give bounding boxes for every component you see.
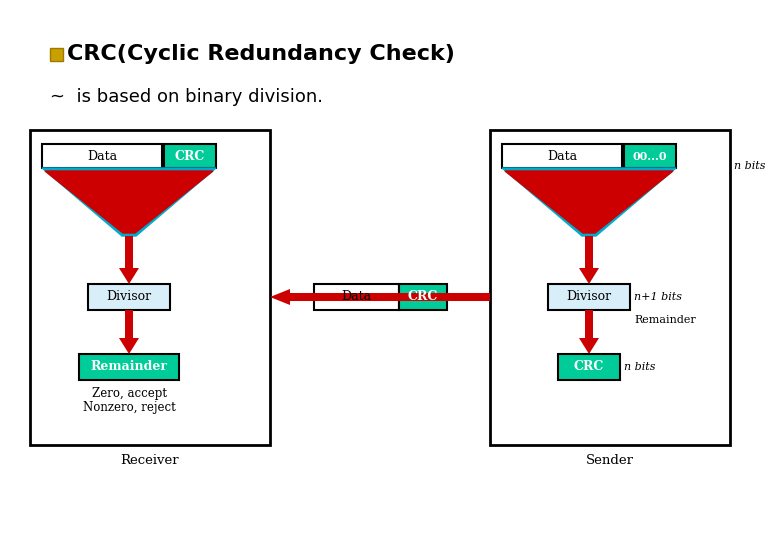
Bar	[314, 284, 399, 310]
Bar	[164, 144, 216, 168]
Bar	[585, 310, 593, 338]
Text: Divisor: Divisor	[106, 291, 151, 303]
Bar	[125, 236, 133, 268]
Bar	[79, 354, 179, 380]
Text: ~  is based on binary division.: ~ is based on binary division.	[50, 88, 323, 106]
Polygon shape	[579, 268, 599, 284]
Bar	[399, 284, 446, 310]
Bar	[490, 130, 730, 445]
Text: Data: Data	[341, 291, 371, 303]
Text: 00...0: 00...0	[633, 151, 667, 161]
Bar	[290, 293, 490, 301]
Bar	[548, 284, 630, 310]
Text: CRC: CRC	[407, 291, 438, 303]
Text: n+1 bits: n+1 bits	[634, 292, 682, 302]
Text: Sender: Sender	[586, 455, 634, 468]
Text: Remainder: Remainder	[90, 361, 168, 374]
Polygon shape	[45, 171, 213, 233]
Bar	[88, 284, 170, 310]
Text: Data: Data	[547, 150, 577, 163]
Bar	[624, 144, 676, 168]
Text: n bits: n bits	[624, 362, 655, 372]
Bar	[585, 236, 593, 268]
Polygon shape	[119, 338, 139, 354]
Text: CRC(Cyclic Redundancy Check): CRC(Cyclic Redundancy Check)	[67, 44, 455, 64]
Text: Divisor: Divisor	[566, 291, 612, 303]
Text: Nonzero, reject: Nonzero, reject	[83, 402, 176, 415]
Polygon shape	[505, 171, 673, 233]
Polygon shape	[42, 168, 216, 236]
Polygon shape	[270, 289, 290, 305]
Text: Zero, accept: Zero, accept	[91, 388, 166, 401]
Bar	[558, 354, 620, 380]
Polygon shape	[119, 268, 139, 284]
Bar	[502, 144, 622, 168]
Text: Remainder: Remainder	[634, 315, 696, 325]
Text: n bits: n bits	[734, 161, 765, 171]
Bar	[50, 48, 63, 61]
Bar	[125, 310, 133, 338]
Text: CRC: CRC	[175, 150, 205, 163]
Bar	[30, 130, 270, 445]
Polygon shape	[502, 168, 676, 236]
Polygon shape	[579, 338, 599, 354]
Text: Data: Data	[87, 150, 117, 163]
Bar	[42, 144, 162, 168]
Text: CRC: CRC	[574, 361, 605, 374]
Text: Receiver: Receiver	[121, 455, 179, 468]
